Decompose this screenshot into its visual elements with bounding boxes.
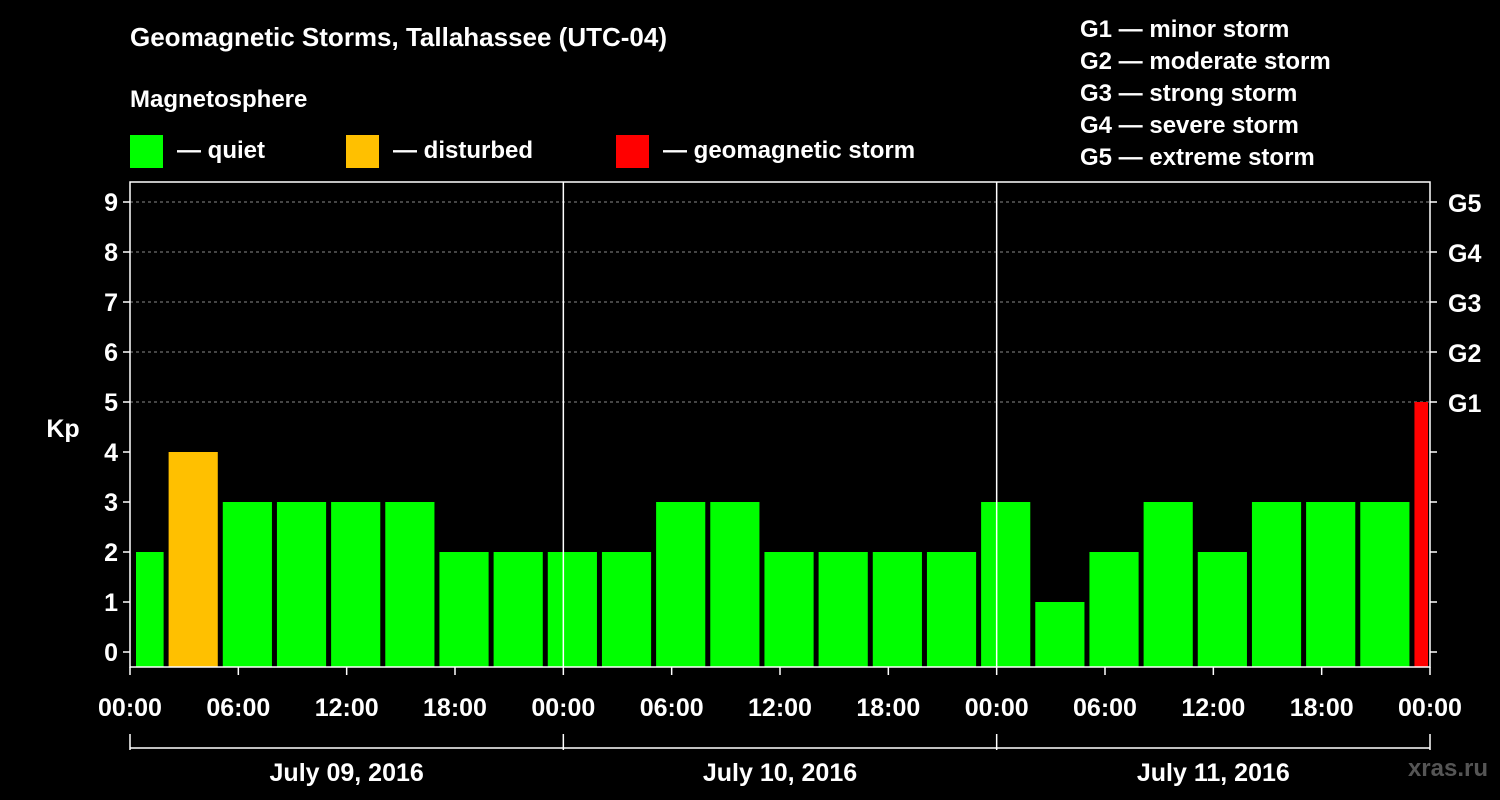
x-tick-label-0: 00:00: [98, 694, 162, 722]
y-tick-label-0: 0: [104, 639, 118, 667]
y-tick-label-1: 1: [104, 589, 118, 617]
chart-subtitle: Magnetosphere: [130, 86, 308, 113]
kp-bar-16: [981, 502, 1031, 667]
x-tick-label-7: 18:00: [856, 694, 920, 722]
x-tick-label-3: 18:00: [423, 694, 487, 722]
legend-disturbed: — disturbed: [346, 134, 533, 168]
x-tick-label-5: 06:00: [640, 694, 704, 722]
y-tick-label-2: 2: [104, 539, 118, 567]
kp-bar-1: [168, 452, 218, 667]
kp-bar-21: [1251, 502, 1302, 667]
kp-bar-7: [493, 552, 543, 667]
kp-bar-19: [1143, 502, 1193, 667]
g-level-label-G4: G4: [1448, 240, 1481, 268]
day-label-1: July 10, 2016: [703, 759, 857, 787]
x-tick-label-11: 18:00: [1290, 694, 1354, 722]
kp-bar-18: [1089, 552, 1139, 667]
x-tick-label-12: 00:00: [1398, 694, 1462, 722]
kp-bar-22: [1306, 502, 1356, 667]
legend-storm-swatch: [616, 134, 649, 168]
kp-bar-6: [439, 552, 489, 667]
kp-bar-11: [710, 502, 760, 667]
day-label-2: July 11, 2016: [1137, 759, 1290, 787]
y-tick-label-8: 8: [104, 239, 118, 267]
kp-bar-13: [818, 552, 868, 667]
kp-bar-5: [385, 502, 435, 667]
storm-scale-legend: G1 — minor storm G2 — moderate storm G3 …: [1080, 14, 1331, 174]
storm-scale-g3: G3 — strong storm: [1080, 80, 1298, 107]
y-tick-label-5: 5: [104, 389, 118, 417]
x-tick-label-9: 06:00: [1073, 694, 1137, 722]
y-axis-label: Kp: [46, 415, 79, 443]
storm-scale-g4: G4 — severe storm: [1080, 112, 1299, 139]
kp-bar-20: [1197, 552, 1247, 667]
storm-scale-g2: G2 — moderate storm: [1080, 48, 1331, 75]
kp-bar-23: [1360, 502, 1410, 667]
x-tick-label-4: 00:00: [531, 694, 595, 722]
legend-quiet-swatch: [130, 134, 163, 168]
legend-disturbed-swatch: [346, 134, 379, 168]
g-level-label-G5: G5: [1448, 190, 1481, 218]
kp-bar-12: [764, 552, 814, 667]
x-tick-label-1: 06:00: [206, 694, 270, 722]
kp-bar-15: [926, 552, 977, 667]
kp-bar-8: [547, 552, 597, 667]
y-tick-label-6: 6: [104, 339, 118, 367]
kp-bar-0: [136, 552, 164, 667]
legend-disturbed-label: — disturbed: [393, 137, 534, 164]
storm-scale-g5: G5 — extreme storm: [1080, 144, 1315, 171]
x-tick-label-2: 12:00: [315, 694, 379, 722]
y-tick-label-7: 7: [104, 289, 118, 317]
chart-title: Geomagnetic Storms, Tallahassee (UTC-04): [130, 22, 668, 52]
x-tick-label-10: 12:00: [1181, 694, 1245, 722]
legend-quiet-label: — quiet: [177, 137, 265, 164]
storm-scale-g1: G1 — minor storm: [1080, 16, 1290, 43]
kp-bar-17: [1035, 602, 1085, 667]
x-tick-label-6: 12:00: [748, 694, 812, 722]
kp-bar-24: [1414, 402, 1428, 667]
y-tick-label-4: 4: [104, 439, 118, 467]
x-tick-label-8: 00:00: [965, 694, 1029, 722]
y-tick-label-3: 3: [104, 489, 118, 517]
kp-bar-10: [656, 502, 706, 667]
kp-bar-14: [872, 552, 922, 667]
kp-bar-2: [222, 502, 272, 667]
day-label-0: July 09, 2016: [270, 759, 424, 787]
g-level-label-G1: G1: [1448, 390, 1481, 418]
kp-bar-9: [601, 552, 652, 667]
y-tick-label-9: 9: [104, 189, 118, 217]
legend-storm-label: — geomagnetic storm: [663, 137, 916, 164]
legend-quiet: — quiet: [130, 134, 265, 168]
g-level-label-G2: G2: [1448, 340, 1481, 368]
g-level-label-G3: G3: [1448, 290, 1481, 318]
watermark: xras.ru: [1407, 755, 1488, 782]
kp-bar-3: [276, 502, 327, 667]
kp-bar-4: [331, 502, 381, 667]
legend-storm: — geomagnetic storm: [616, 134, 915, 168]
